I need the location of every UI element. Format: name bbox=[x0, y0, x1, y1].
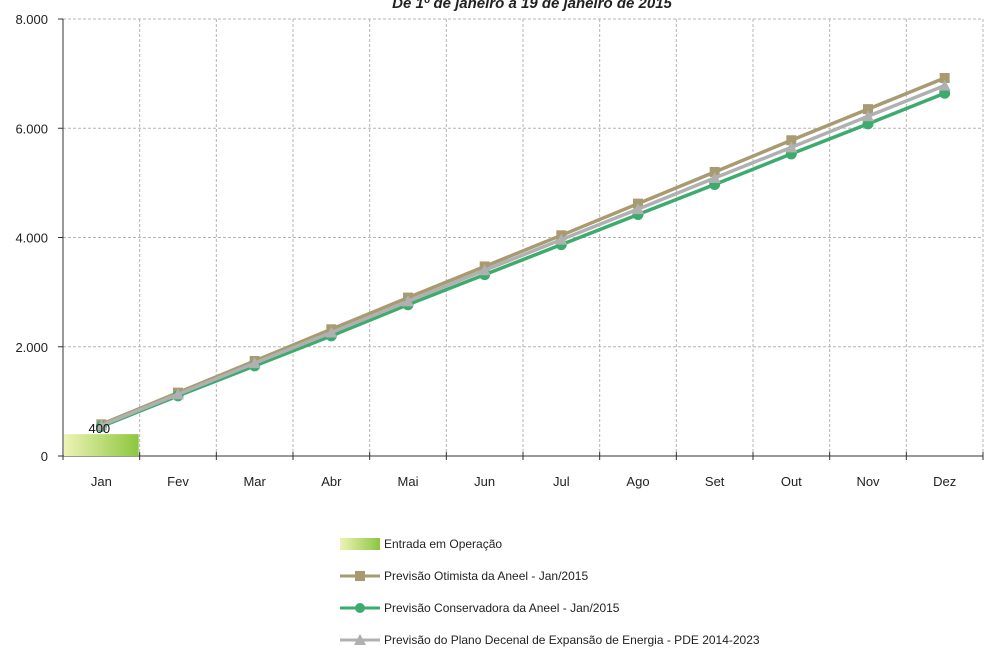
bar-data-label: 400 bbox=[88, 421, 110, 436]
x-tick-label: Fev bbox=[167, 474, 189, 489]
legend-swatch-bar bbox=[340, 537, 380, 551]
x-tick-label: Out bbox=[781, 474, 802, 489]
series-point bbox=[95, 419, 108, 431]
legend-label: Previsão Otimista da Aneel - Jan/2015 bbox=[384, 569, 589, 583]
x-tick-label: Dez bbox=[933, 474, 956, 489]
series-point bbox=[862, 110, 874, 122]
series-line bbox=[100, 84, 946, 428]
series-point bbox=[172, 388, 184, 400]
chart-area: De 1º de janeiro a 19 de janeiro de 2015… bbox=[15, 0, 984, 489]
legend-label: Entrada em Operação bbox=[384, 537, 503, 551]
series-point bbox=[555, 233, 568, 245]
x-tick-label: Jan bbox=[91, 474, 112, 489]
y-tick-label: 8.000 bbox=[15, 12, 48, 27]
y-tick-label: 2.000 bbox=[15, 340, 48, 355]
legend-item-pde: Previsão do Plano Decenal de Expansão de… bbox=[340, 624, 760, 656]
series-point bbox=[786, 135, 797, 146]
legend: Entrada em Operação Previsão Otimista da… bbox=[340, 528, 760, 656]
axes: 0 2.000 4.000 6.000 8.000 Jan Fev Mar Abr Mai Jun J… bbox=[15, 12, 984, 489]
legend-swatch-line bbox=[340, 633, 380, 647]
x-tick-label: Ago bbox=[626, 474, 649, 489]
x-tick-label: Jul bbox=[553, 474, 570, 489]
series-point bbox=[708, 171, 721, 183]
legend-item-entrada: Entrada em Operação bbox=[340, 528, 760, 560]
x-tick-label: Abr bbox=[321, 474, 342, 489]
series-point bbox=[632, 203, 644, 215]
series-point bbox=[939, 72, 950, 83]
series-line bbox=[100, 91, 946, 429]
series-point bbox=[478, 264, 491, 276]
chart-title: De 1º de janeiro a 19 de janeiro de 2015 bbox=[392, 0, 672, 12]
series-point bbox=[325, 326, 338, 338]
y-tick-label: 6.000 bbox=[15, 121, 48, 136]
bar-series bbox=[64, 434, 139, 456]
x-tick-label: Set bbox=[705, 474, 725, 489]
line-series bbox=[95, 72, 951, 433]
series-point bbox=[402, 295, 414, 307]
y-tick-label: 4.000 bbox=[15, 231, 48, 246]
x-tick-label: Mai bbox=[398, 474, 419, 489]
series-point bbox=[785, 141, 798, 153]
x-tick-label: Jun bbox=[474, 474, 495, 489]
x-tick-label: Nov bbox=[856, 474, 880, 489]
legend-swatch-line bbox=[340, 569, 380, 583]
legend-item-conservadora: Previsão Conservadora da Aneel - Jan/201… bbox=[340, 592, 760, 624]
x-tick-label: Mar bbox=[243, 474, 266, 489]
bar bbox=[64, 434, 139, 456]
legend-swatch-line bbox=[340, 601, 380, 615]
legend-item-otimista: Previsão Otimista da Aneel - Jan/2015 bbox=[340, 560, 760, 592]
gridlines bbox=[63, 18, 984, 456]
series-point bbox=[709, 166, 720, 177]
series-point bbox=[938, 79, 951, 91]
y-tick-label: 0 bbox=[41, 449, 48, 464]
series-line bbox=[100, 76, 946, 426]
series-point bbox=[248, 357, 261, 369]
legend-label: Previsão Conservadora da Aneel - Jan/201… bbox=[384, 601, 620, 615]
series-point bbox=[863, 104, 873, 115]
data-labels: 400 bbox=[88, 421, 110, 436]
legend-label: Previsão do Plano Decenal de Expansão de… bbox=[384, 633, 760, 647]
